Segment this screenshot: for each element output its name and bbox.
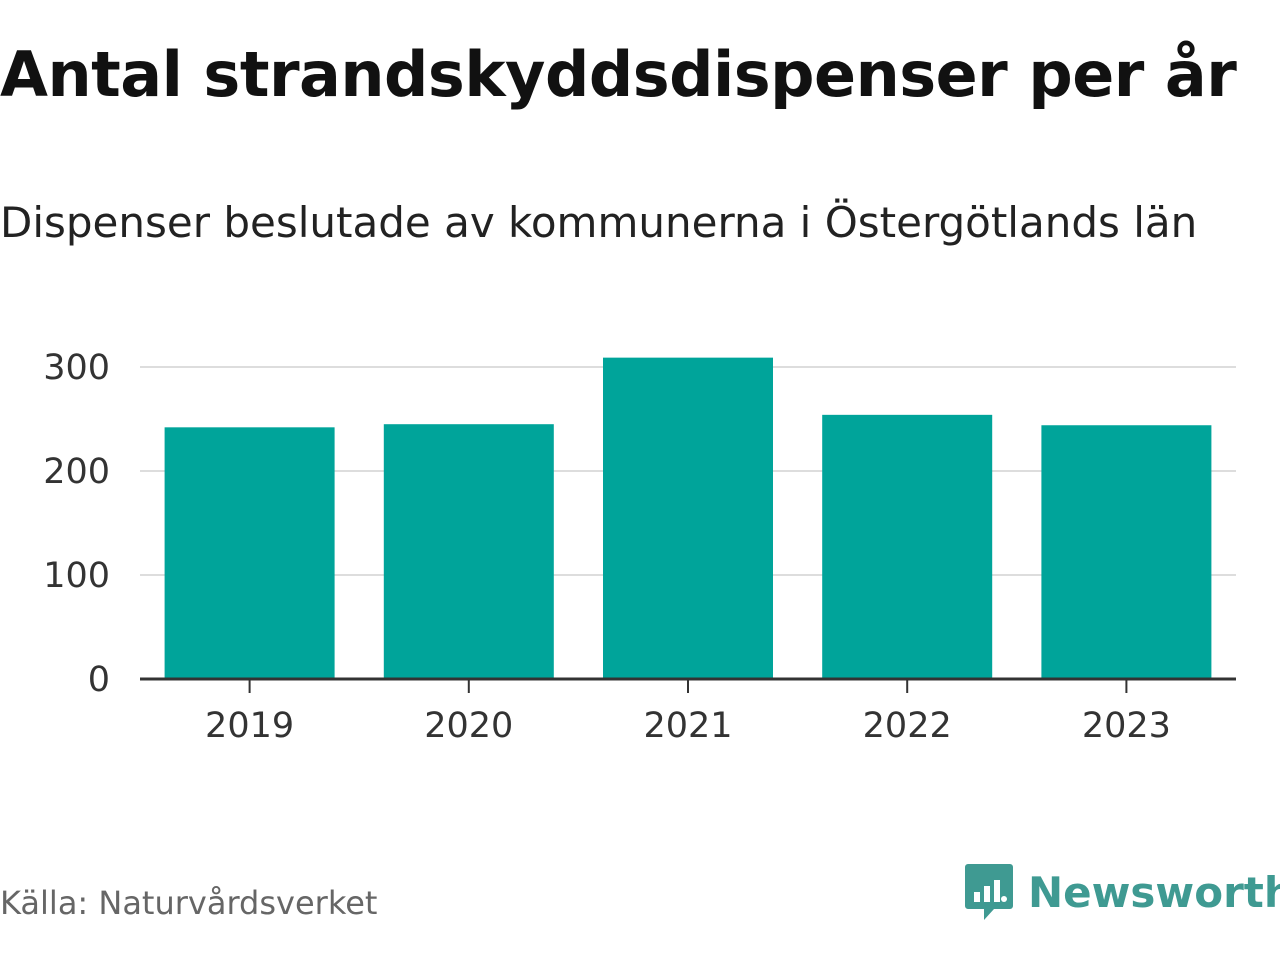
x-tick-label-2021: 2021 [643, 706, 732, 746]
x-tick-label-2020: 2020 [424, 706, 513, 746]
x-tick-label-2022: 2022 [863, 706, 952, 746]
bar-2021 [603, 357, 773, 679]
y-tick-label-200: 200 [43, 452, 110, 492]
brand-logo: Newsworthy [964, 862, 1280, 922]
y-tick-label-0: 0 [88, 660, 110, 700]
bar-2023 [1041, 425, 1212, 679]
bar-2020 [383, 424, 554, 679]
bar-chart: 0 100 200 300 2019 2020 2021 2022 2023 [43, 348, 1236, 746]
bar-2019 [164, 427, 335, 679]
chart-bubble-icon [965, 864, 1013, 920]
x-tick-label-2023: 2023 [1082, 706, 1171, 746]
y-tick-label-300: 300 [43, 348, 110, 388]
brand-name: Newsworthy [1028, 867, 1280, 917]
y-tick-label-100: 100 [43, 556, 110, 596]
chart-title: Antal strandskyddsdispenser per år [0, 38, 1237, 111]
x-tick-label-2019: 2019 [205, 706, 294, 746]
source-note: Källa: Naturvårdsverket [0, 884, 378, 922]
chart-subtitle: Dispenser beslutade av kommunerna i Öste… [0, 198, 1198, 247]
bar-2022 [822, 414, 993, 679]
